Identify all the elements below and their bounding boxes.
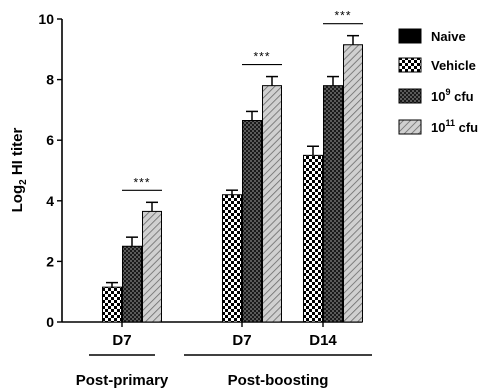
bar <box>122 245 142 323</box>
legend-swatch <box>398 119 422 135</box>
bar <box>242 120 262 323</box>
group-label: Post-boosting <box>228 372 329 389</box>
legend-label: Naive <box>431 29 466 44</box>
significance-label: *** <box>334 9 351 23</box>
bar <box>323 85 343 323</box>
legend: Naive Vehicle 109 cfu 1011 cfu <box>398 28 478 135</box>
y-tick-label: 4 <box>46 193 54 209</box>
bar <box>303 154 323 323</box>
y-tick-label: 0 <box>46 314 54 330</box>
legend-label: 1011 cfu <box>431 118 478 135</box>
y-axis-title-sub: 2 <box>18 179 29 185</box>
bar <box>102 286 122 323</box>
legend-swatch <box>398 28 422 44</box>
x-tick-label: D14 <box>309 332 337 349</box>
svg-text:Log2 HI titer: Log2 HI titer <box>9 127 29 212</box>
y-axis-title-rest: HI titer <box>9 127 26 179</box>
bar <box>222 194 242 323</box>
bars <box>102 34 363 323</box>
significance-label: *** <box>133 175 150 189</box>
y-axis-title: Log2 HI titer <box>9 127 29 212</box>
bar <box>262 85 282 323</box>
y-tick-label: 10 <box>38 11 54 27</box>
group-label: Post-primary <box>76 372 169 389</box>
y-tick-label: 6 <box>46 132 54 148</box>
legend-label: Vehicle <box>431 58 476 73</box>
bar <box>142 210 162 323</box>
legend-label: 109 cfu <box>431 87 474 104</box>
significance-markers: *** *** *** <box>122 9 363 191</box>
legend-swatch <box>398 57 422 73</box>
y-axis-title-base: Log <box>9 185 26 213</box>
group-labels: Post-primary Post-boosting <box>76 354 372 389</box>
legend-swatch <box>398 88 422 104</box>
y-tick-label: 2 <box>46 253 54 269</box>
x-tick-label: D7 <box>112 332 131 349</box>
y-tick-label: 8 <box>46 72 54 88</box>
x-tick-label: D7 <box>232 332 251 349</box>
significance-label: *** <box>253 50 270 64</box>
bar <box>343 44 363 323</box>
